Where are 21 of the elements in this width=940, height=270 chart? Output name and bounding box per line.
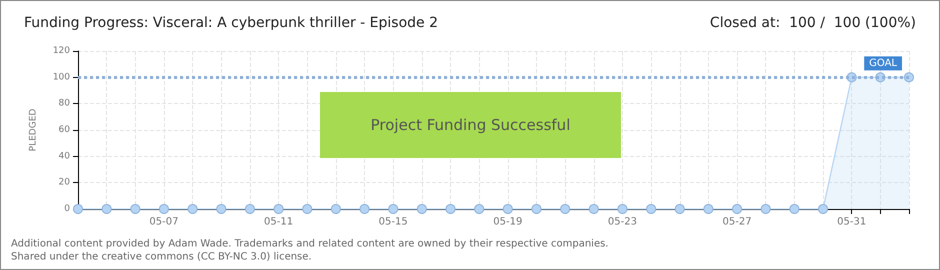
chart-title: Funding Progress: Visceral: A cyberpunk thriller - Episode 2 xyxy=(24,15,438,31)
y-tick-label: 0 xyxy=(64,204,70,214)
x-tick-label: 05-11 xyxy=(264,216,294,228)
y-axis-title: PLEDGED xyxy=(28,108,38,152)
x-tick-label: 05-27 xyxy=(722,216,752,228)
x-tick-label: 05-15 xyxy=(378,216,408,228)
x-tick-label: 05-23 xyxy=(608,216,637,228)
x-tick-label: 05-19 xyxy=(493,216,522,228)
ref-line-label: GOAL xyxy=(869,58,898,69)
y-tick-label: 20 xyxy=(58,178,70,188)
y-tick-label: 40 xyxy=(58,151,70,162)
y-tick-label: 100 xyxy=(52,72,70,82)
text: Shared under the creative commons (CC BY-NC 3.0) license. xyxy=(11,252,312,262)
banner-box: Project Funding Successful xyxy=(320,92,621,158)
y-tick-label: 80 xyxy=(58,98,70,109)
x-tick-label: 05-31 xyxy=(837,216,866,228)
x-tick-label: 05-07 xyxy=(149,216,178,228)
y-tick-label: 60 xyxy=(58,125,70,135)
text: Additional content provided by Adam Wade. Trademarks and related content are owned by their respective companies. xyxy=(11,238,608,250)
y-tick-label: 120 xyxy=(52,46,70,56)
chart-subtitle: Closed at: 100 / 100 (100%) xyxy=(710,15,916,31)
